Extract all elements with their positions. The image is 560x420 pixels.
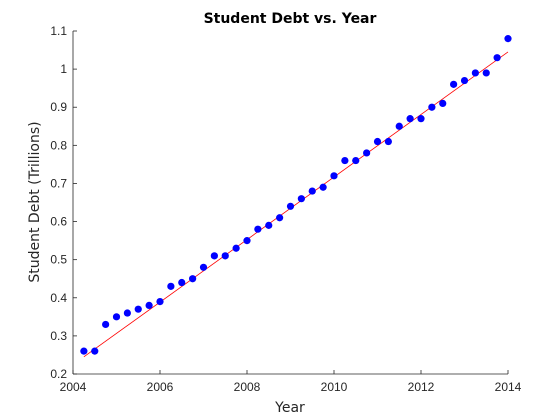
y-axis-title: Student Debt (Trillions) — [27, 121, 43, 282]
y-tick-label: 0.9 — [50, 100, 67, 114]
y-tick-label: 0.5 — [50, 253, 67, 267]
data-point — [145, 301, 153, 309]
data-point — [210, 252, 218, 260]
x-tick-label: 2006 — [147, 380, 174, 394]
data-point — [232, 244, 240, 252]
y-tick-label: 1.1 — [50, 24, 67, 38]
data-point — [286, 202, 295, 210]
y-tick-label: 0.6 — [50, 215, 67, 229]
data-point — [112, 313, 121, 321]
data-point — [428, 103, 436, 111]
data-point — [417, 115, 425, 123]
x-tick-label: 2010 — [321, 380, 348, 394]
data-point — [352, 156, 360, 165]
data-point — [189, 275, 197, 283]
data-points-layer — [80, 35, 512, 355]
x-axis-title: Year — [274, 400, 305, 416]
data-point — [439, 99, 447, 108]
chart-title: Student Debt vs. Year — [204, 11, 377, 27]
y-tick-label: 0.7 — [50, 176, 67, 190]
data-point — [471, 69, 479, 77]
x-axis-ticks: 2004 2006 2008 2010 2012 2014 — [60, 370, 522, 394]
x-tick-label: 2008 — [234, 380, 261, 394]
data-point — [406, 115, 414, 123]
x-tick-label: 2014 — [495, 380, 522, 394]
x-tick-label: 2012 — [408, 380, 435, 394]
y-tick-label: 1 — [60, 62, 67, 76]
data-point — [134, 305, 142, 313]
data-point — [265, 221, 273, 229]
y-tick-label: 0.8 — [50, 138, 67, 152]
data-point — [460, 76, 469, 85]
data-point — [91, 347, 99, 355]
data-point — [243, 237, 251, 245]
data-point — [363, 149, 371, 157]
data-point — [504, 35, 512, 43]
data-point — [102, 320, 110, 329]
y-tick-label: 0.3 — [50, 329, 67, 343]
data-point — [80, 347, 88, 355]
y-tick-label: 0.4 — [50, 291, 67, 305]
x-tick-label: 2004 — [60, 380, 87, 394]
data-point — [482, 69, 490, 77]
data-point — [330, 172, 338, 180]
data-point — [319, 183, 327, 191]
data-point — [167, 282, 175, 290]
y-axis-ticks: 0.2 0.3 0.4 0.5 0.6 0.7 0.8 0.9 1 1.1 — [50, 24, 77, 381]
fit-line-layer — [83, 51, 509, 358]
fit-line — [83, 51, 509, 358]
data-point — [123, 309, 131, 317]
y-tick-label: 0.2 — [50, 367, 67, 381]
data-point — [156, 297, 164, 306]
data-point — [297, 195, 305, 203]
data-point — [199, 263, 208, 271]
data-point — [395, 122, 403, 130]
data-point — [450, 80, 458, 88]
data-point — [178, 278, 186, 287]
data-point — [373, 137, 382, 146]
data-point — [221, 252, 229, 260]
data-point — [341, 156, 349, 165]
data-point — [308, 187, 316, 195]
data-point — [384, 137, 392, 146]
data-point — [276, 214, 284, 222]
data-point — [493, 54, 501, 62]
data-point — [254, 225, 262, 233]
plot-area: 2004 2006 2008 2010 2012 2014 0.2 0.3 0.4 0.5 0.6… — [50, 24, 521, 394]
